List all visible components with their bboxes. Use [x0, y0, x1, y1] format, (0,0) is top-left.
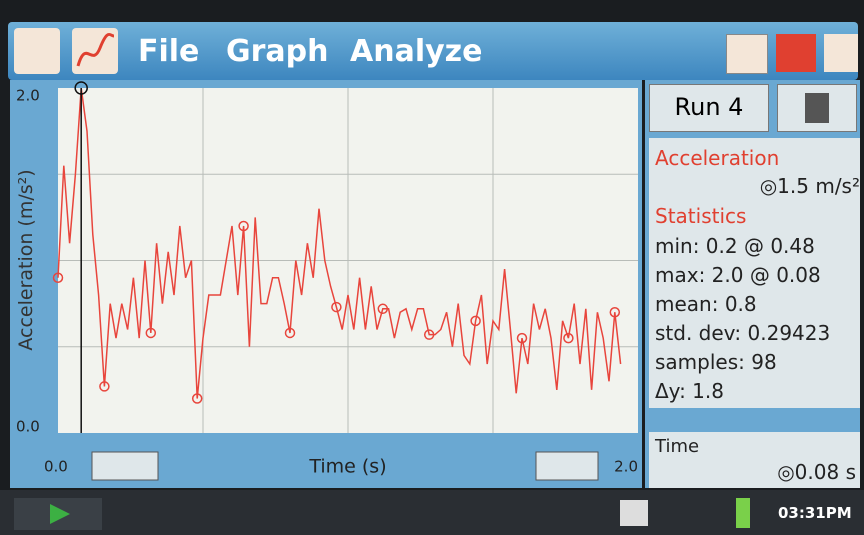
stats-title: Statistics: [655, 204, 746, 228]
clock: 03:31PM: [778, 504, 852, 522]
pencil-icon[interactable]: [824, 34, 858, 72]
play-icon: [14, 498, 102, 530]
menu-bar: File Graph Analyze: [8, 22, 858, 80]
menu-item[interactable]: File: [138, 34, 199, 69]
y-axis-label: Acceleration (m/s²): [15, 169, 37, 350]
x-tick-label: 2.0: [614, 458, 638, 476]
graph-icon-art: [72, 28, 118, 74]
file-cabinet-button[interactable]: [777, 84, 857, 132]
stat-line: std. dev: 0.29423: [655, 321, 830, 345]
play-button[interactable]: [14, 498, 102, 530]
stats-panel: Acceleration ◎1.5 m/s² Statistics min: 0…: [649, 138, 860, 408]
screen: {"menu":["File","Graph","Analyze"], "cha…: [0, 0, 864, 535]
time-title: Time: [655, 436, 699, 457]
menu-item[interactable]: Graph: [226, 34, 329, 69]
x-tick-label: 0.0: [44, 458, 68, 476]
chart: Acceleration (m/s²) Time (s) 0.0 2.0 0.0 2.…: [10, 80, 642, 488]
stat-line: max: 2.0 @ 0.08: [655, 263, 821, 287]
notes-icon[interactable]: [776, 34, 816, 72]
home-icon[interactable]: [620, 500, 648, 526]
taskbar: 03:31PM: [0, 490, 864, 535]
meter-icon[interactable]: [14, 28, 60, 74]
stat-line: samples: 98: [655, 350, 777, 374]
cabinet-icon: [805, 93, 829, 123]
graph-icon[interactable]: [72, 28, 118, 74]
sensor-reading: ◎1.5 m/s²: [760, 174, 860, 198]
time-panel: Time ◎0.08 s: [649, 432, 860, 488]
run-label: Run 4: [650, 93, 768, 121]
run-button[interactable]: Run 4: [649, 84, 769, 132]
x-axis-label: Time (s): [308, 456, 386, 478]
scroll-right-button[interactable]: [536, 452, 598, 480]
y-tick-label: 0.0: [16, 418, 40, 436]
stat-line: min: 0.2 @ 0.48: [655, 234, 815, 258]
sensor-name: Acceleration: [655, 146, 779, 170]
time-reading: ◎0.08 s: [777, 460, 856, 484]
table-icon[interactable]: [726, 34, 768, 74]
graph-panel: Acceleration (m/s²) Time (s) 0.0 2.0 0.0 2.…: [10, 80, 642, 488]
menu-item[interactable]: Analyze: [350, 34, 482, 69]
battery-icon: [736, 498, 750, 528]
stat-line: Δy: 1.8: [655, 379, 724, 403]
y-tick-label: 2.0: [16, 87, 40, 105]
side-panel: Run 4 Acceleration ◎1.5 m/s² Statistics …: [645, 80, 860, 488]
scroll-left-button[interactable]: [92, 452, 158, 480]
stat-line: mean: 0.8: [655, 292, 757, 316]
